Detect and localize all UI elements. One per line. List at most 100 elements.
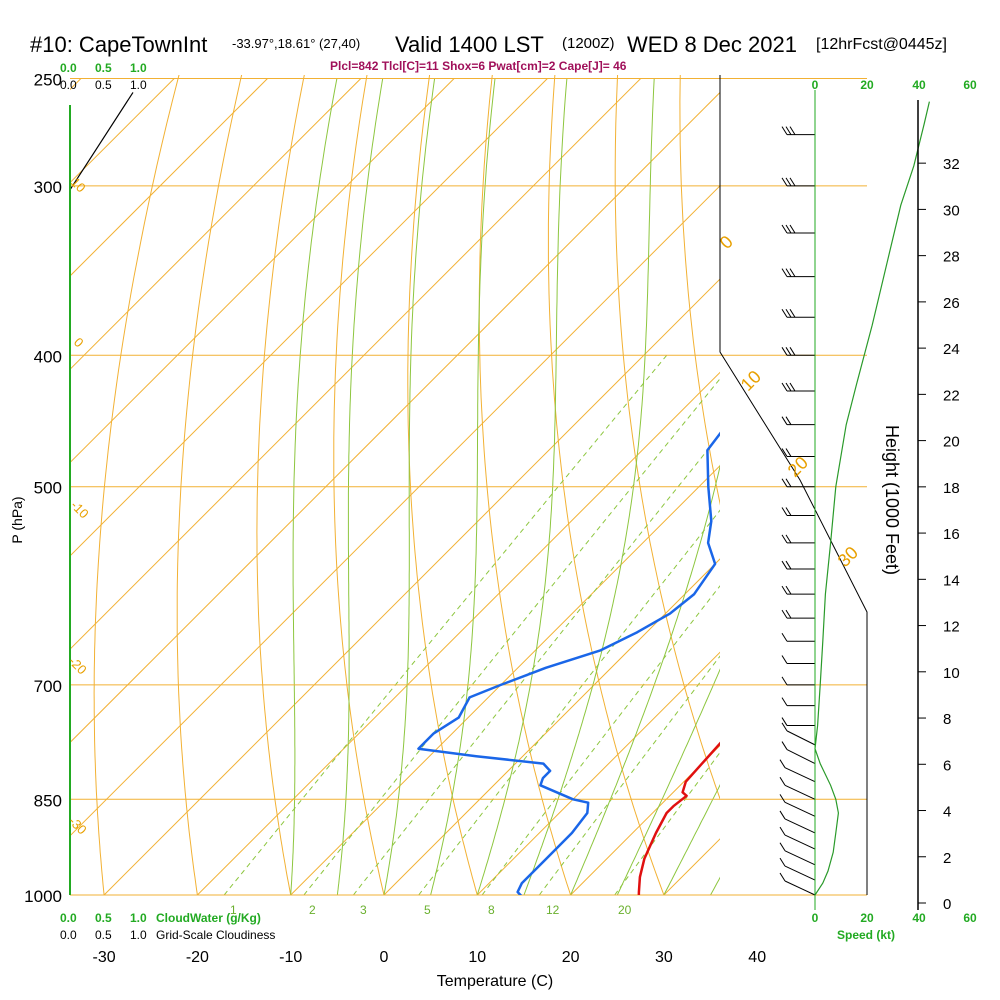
wind-barb-feather bbox=[785, 224, 792, 234]
speed-tick-bottom-1: 20 bbox=[860, 911, 874, 925]
wind-barb-feather bbox=[789, 224, 796, 234]
height-tick-label: 0 bbox=[943, 896, 951, 913]
wind-barb-feather bbox=[781, 478, 788, 488]
wind-barb-feather bbox=[785, 382, 792, 392]
wind-barb-feather bbox=[779, 759, 786, 768]
wind-barb-feather bbox=[781, 126, 788, 135]
mixing-ratio-label: 5 bbox=[424, 903, 431, 917]
wind-barb bbox=[784, 834, 816, 850]
isobar-lines bbox=[70, 77, 867, 896]
wind-barb-feather bbox=[781, 448, 788, 457]
temperature-tick-label: -20 bbox=[186, 949, 209, 966]
wind-barb-feather bbox=[781, 382, 788, 392]
dry-adiabat bbox=[333, 75, 385, 895]
dry-adiabat bbox=[407, 75, 478, 895]
wind-barb-feather bbox=[779, 842, 786, 852]
mixing-ratio-label: 8 bbox=[488, 903, 495, 917]
speed-tick-bottom-3: 60 bbox=[963, 911, 977, 925]
temperature-tick-label: 40 bbox=[748, 949, 766, 966]
pressure-tick-label: 700 bbox=[34, 677, 62, 696]
dry-adiabat bbox=[256, 75, 305, 895]
isotherm bbox=[70, 78, 268, 277]
moist-adiabat bbox=[523, 78, 655, 895]
wind-barb bbox=[784, 880, 816, 896]
temperature-profile bbox=[637, 741, 720, 895]
title-coords: -33.97°,18.61° (27,40) bbox=[232, 36, 360, 51]
moist-adiabat bbox=[383, 78, 436, 895]
plot-boundary bbox=[719, 75, 868, 895]
y-axis-label: P (hPa) bbox=[9, 496, 25, 543]
height-tick-label: 22 bbox=[943, 387, 960, 404]
title-date: WED 8 Dec 2021 bbox=[627, 32, 797, 57]
wind-barb bbox=[784, 801, 816, 817]
profile-lines bbox=[417, 431, 720, 895]
wind-barb-feather bbox=[781, 416, 788, 425]
wind-barb-feather bbox=[781, 177, 788, 187]
wind-barb-feather bbox=[779, 777, 786, 786]
cloudiness-line bbox=[70, 92, 134, 191]
moist-adiabat bbox=[616, 668, 720, 895]
cloud-scale-bottom-black-2: 1.0 bbox=[130, 928, 147, 942]
wind-barb-feather bbox=[789, 309, 796, 318]
title-valid: Valid 1400 LST bbox=[395, 32, 544, 57]
temperature-tick-label: -30 bbox=[93, 949, 116, 966]
wind-barb-feather bbox=[781, 609, 788, 619]
speed-tick-bottom-0: 0 bbox=[812, 911, 819, 925]
moist-adiabat bbox=[290, 78, 338, 895]
wind-barb-feather bbox=[779, 826, 786, 836]
dry-adiabat bbox=[93, 75, 180, 895]
height-tick-label: 18 bbox=[943, 480, 960, 497]
wind-speed-line bbox=[814, 101, 930, 896]
temperature-tick-label: 10 bbox=[468, 949, 486, 966]
wind-barb-feather bbox=[785, 416, 792, 425]
height-tick-label: 2 bbox=[943, 850, 951, 867]
moist-adiabat bbox=[570, 464, 720, 895]
pressure-tick-label: 500 bbox=[34, 479, 62, 498]
wind-barb-feather bbox=[785, 585, 792, 595]
wind-barb-feather bbox=[779, 794, 786, 803]
wind-barb-feather bbox=[789, 126, 796, 135]
wind-barb-feather bbox=[785, 126, 792, 135]
cloud-scale-bottom-green-2: 1.0 bbox=[130, 911, 147, 925]
wind-barb-feather bbox=[789, 177, 796, 187]
height-tick-label: 12 bbox=[943, 619, 960, 636]
wind-barb-feather bbox=[779, 857, 786, 867]
moist-adiabat bbox=[430, 78, 496, 895]
wind-barb-feather bbox=[785, 268, 792, 277]
isotherm bbox=[70, 78, 455, 464]
wind-barb-feather bbox=[781, 717, 788, 726]
moist-adiabat bbox=[663, 783, 720, 895]
wind-barb-feather bbox=[781, 722, 788, 732]
wind-barb-feather bbox=[781, 585, 788, 595]
height-tick-label: 16 bbox=[943, 526, 960, 543]
height-axis-label: Height (1000 Feet) bbox=[882, 425, 902, 575]
wind-barb-feather bbox=[781, 268, 788, 277]
mixing-ratio-label: 1 bbox=[230, 903, 237, 917]
wind-barb-feather bbox=[781, 507, 788, 516]
height-tick-label: 14 bbox=[943, 572, 960, 589]
wind-barb bbox=[786, 730, 816, 746]
pressure-tick-label: 250 bbox=[34, 70, 62, 89]
wind-barb-feather bbox=[781, 224, 788, 234]
moist-adiabat bbox=[476, 78, 568, 895]
speed-axis-label: Speed (kt) bbox=[837, 928, 895, 942]
wind-barb-feather bbox=[781, 741, 788, 750]
wind-barb-feather bbox=[785, 448, 792, 457]
wind-barb-feather bbox=[781, 676, 788, 686]
temperature-tick-label: 0 bbox=[380, 949, 389, 966]
cloud-scale-bottom-black-1: 0.5 bbox=[95, 928, 112, 942]
height-tick-label: 20 bbox=[943, 434, 960, 451]
isotherm bbox=[383, 558, 720, 895]
wind-barb-feather bbox=[785, 609, 792, 619]
wind-barb-feather bbox=[781, 309, 788, 318]
wind-barb-feather bbox=[785, 478, 792, 488]
isotherm bbox=[70, 78, 362, 371]
axis-ticks: 0246810121416182022242628303225030040050… bbox=[24, 70, 960, 966]
wind-panel bbox=[719, 75, 930, 910]
speed-tick-top-3: 60 bbox=[963, 78, 977, 92]
cloud-scale-bottom-black-0: 0.0 bbox=[60, 928, 77, 942]
wind-barb bbox=[786, 749, 816, 765]
mixing-ratio-label: 12 bbox=[546, 903, 560, 917]
wind-barb-feather bbox=[781, 534, 788, 544]
title-forecast: [12hrFcst@0445z] bbox=[816, 36, 947, 53]
